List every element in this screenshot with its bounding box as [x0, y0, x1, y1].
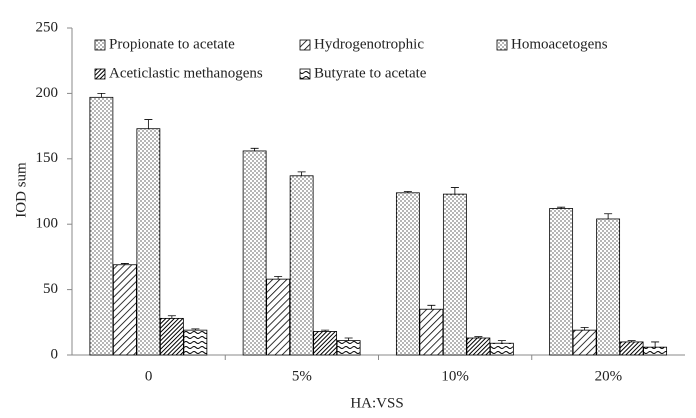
y-tick-label: 200 [36, 85, 59, 101]
error-bar [321, 329, 330, 332]
legend-swatch [94, 39, 106, 51]
error-bar [97, 93, 106, 98]
legend-swatch [496, 39, 508, 51]
error-bar [604, 213, 613, 219]
bar [336, 340, 361, 356]
error-bar [297, 171, 306, 176]
error-bar [557, 206, 566, 209]
error-bar [144, 119, 153, 129]
error-bar [167, 315, 176, 319]
bar [395, 192, 420, 356]
error-bar [120, 263, 129, 265]
error-bar [474, 336, 483, 338]
bar [643, 346, 668, 356]
bar [572, 329, 597, 356]
x-tick-label: 0 [145, 368, 153, 384]
bar [619, 341, 644, 356]
bar [242, 150, 267, 356]
bar [466, 337, 491, 356]
bar [289, 175, 314, 356]
error-bar [250, 147, 259, 151]
bar [183, 329, 208, 356]
error-bar [651, 341, 660, 348]
bar [159, 317, 184, 356]
y-axis-label: IOD sum [13, 162, 29, 218]
bar [549, 208, 574, 356]
x-tick-label: 20% [595, 368, 623, 384]
y-tick-label: 250 [36, 19, 59, 35]
x-axis-label: HA:VSS [350, 395, 403, 411]
x-tick-label: 10% [441, 368, 469, 384]
error-bar [627, 340, 636, 342]
legend-label: Homoacetogens [511, 36, 608, 52]
legend-swatch [299, 68, 311, 80]
error-bar [274, 276, 283, 280]
bar [112, 264, 137, 356]
y-tick-label: 0 [51, 346, 59, 362]
legend-label: Hydrogenotrophic [314, 36, 424, 52]
x-tick-label: 5% [292, 368, 312, 384]
legend-label: Propionate to acetate [109, 36, 235, 52]
bar [489, 342, 514, 356]
legend-swatch [94, 68, 106, 80]
error-bar [403, 191, 412, 193]
y-tick-label: 150 [36, 150, 59, 166]
error-bar [580, 327, 589, 331]
error-bar [427, 304, 436, 310]
error-bar [344, 337, 353, 341]
bar [89, 96, 114, 356]
legend-label: Aceticlastic methanogens [109, 65, 263, 81]
error-bar [191, 328, 200, 331]
y-tick-label: 100 [36, 216, 59, 232]
bar [313, 331, 338, 356]
error-bar [450, 187, 459, 195]
bar [266, 278, 291, 356]
bar [419, 308, 444, 356]
y-tick-label: 50 [43, 281, 58, 297]
bar [442, 193, 467, 356]
legend-swatch [299, 39, 311, 51]
bar [136, 128, 161, 356]
bar [596, 218, 621, 356]
error-bar [497, 340, 506, 344]
legend-label: Butyrate to acetate [314, 65, 427, 81]
